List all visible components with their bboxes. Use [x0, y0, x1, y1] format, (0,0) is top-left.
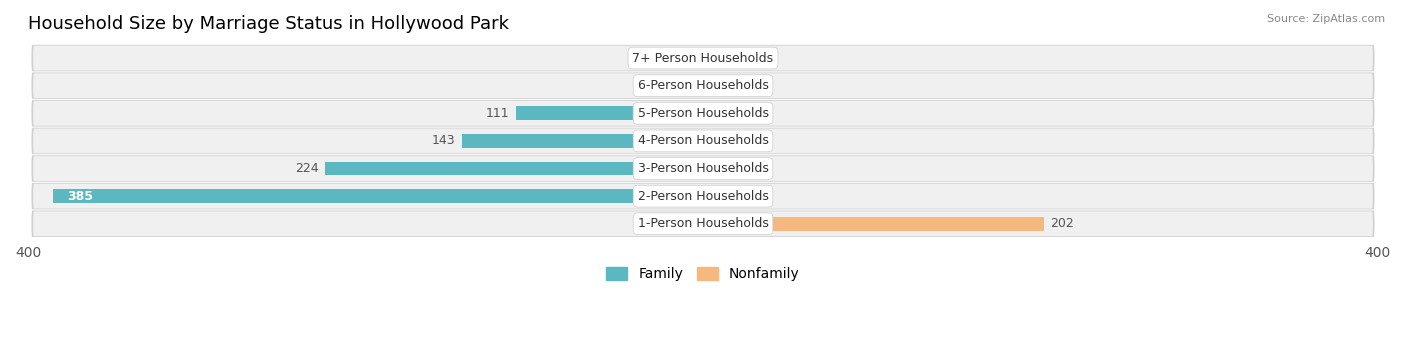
Bar [652, 217, 703, 231]
Text: 5-Person Households: 5-Person Households [637, 107, 769, 120]
FancyBboxPatch shape [31, 183, 1375, 209]
Text: 6-Person Households: 6-Person Households [637, 79, 769, 92]
FancyBboxPatch shape [31, 72, 1375, 99]
FancyBboxPatch shape [31, 100, 1375, 127]
Bar [661, 79, 703, 93]
Text: 385: 385 [67, 190, 93, 203]
FancyBboxPatch shape [34, 184, 1372, 209]
FancyBboxPatch shape [34, 211, 1372, 236]
Text: Household Size by Marriage Status in Hollywood Park: Household Size by Marriage Status in Hol… [28, 15, 509, 33]
Bar [652, 51, 703, 65]
FancyBboxPatch shape [34, 129, 1372, 153]
Text: 202: 202 [1050, 217, 1074, 230]
Text: 143: 143 [432, 134, 456, 147]
FancyBboxPatch shape [34, 101, 1372, 126]
Text: 25: 25 [638, 79, 654, 92]
Text: 0: 0 [761, 162, 768, 175]
Text: 0: 0 [761, 134, 768, 147]
Text: Source: ZipAtlas.com: Source: ZipAtlas.com [1267, 14, 1385, 24]
Bar [325, 162, 703, 176]
Text: 0: 0 [761, 107, 768, 120]
Text: 0: 0 [638, 51, 645, 64]
FancyBboxPatch shape [31, 210, 1375, 237]
FancyBboxPatch shape [34, 156, 1372, 181]
Bar [703, 134, 754, 148]
Text: 0: 0 [638, 217, 645, 230]
Text: 0: 0 [761, 51, 768, 64]
Bar [703, 106, 754, 120]
Bar [703, 162, 754, 176]
FancyBboxPatch shape [34, 46, 1372, 71]
Text: 19: 19 [742, 190, 758, 203]
FancyBboxPatch shape [31, 155, 1375, 182]
FancyBboxPatch shape [34, 73, 1372, 98]
Bar [703, 79, 754, 93]
Text: 2-Person Households: 2-Person Households [637, 190, 769, 203]
Text: 224: 224 [295, 162, 318, 175]
Bar [703, 189, 735, 203]
Bar [703, 217, 1043, 231]
Text: 3-Person Households: 3-Person Households [637, 162, 769, 175]
Bar [461, 134, 703, 148]
Bar [703, 51, 754, 65]
Text: 7+ Person Households: 7+ Person Households [633, 51, 773, 64]
Bar [53, 189, 703, 203]
Text: 1-Person Households: 1-Person Households [637, 217, 769, 230]
FancyBboxPatch shape [31, 128, 1375, 154]
Legend: Family, Nonfamily: Family, Nonfamily [600, 262, 806, 287]
Text: 4-Person Households: 4-Person Households [637, 134, 769, 147]
Text: 0: 0 [761, 79, 768, 92]
Bar [516, 106, 703, 120]
Text: 111: 111 [485, 107, 509, 120]
FancyBboxPatch shape [31, 45, 1375, 71]
